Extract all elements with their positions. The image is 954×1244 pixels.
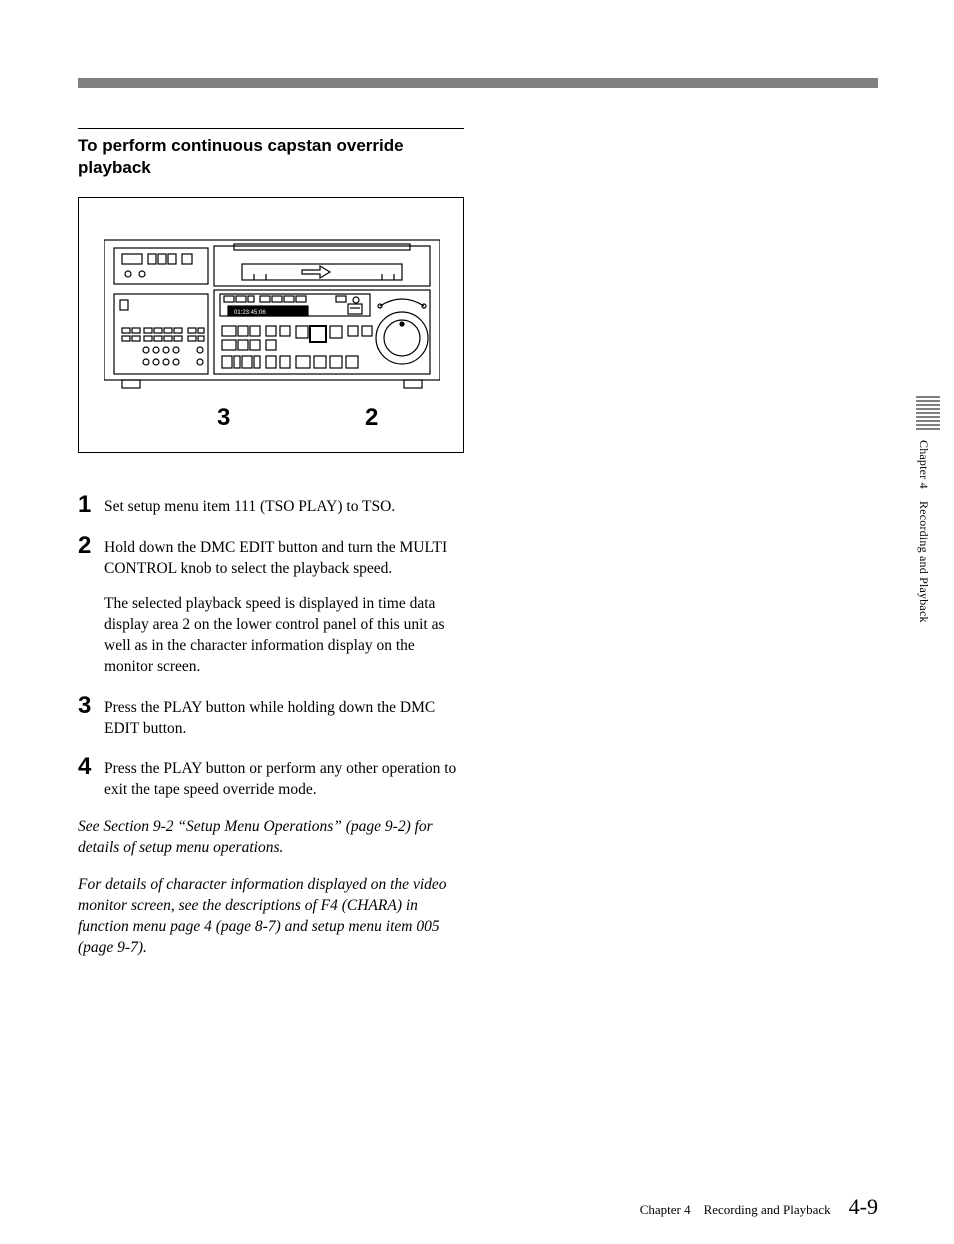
step-3: 3 Press the PLAY button while holding do…	[78, 694, 464, 740]
side-chapter-label: Chapter 4 Recording and Playback	[916, 440, 931, 623]
timecode-text: 01:23:45:06	[234, 310, 266, 316]
reference-note: See Section 9-2 “Setup Menu Operations” …	[78, 817, 464, 859]
main-column: To perform continuous capstan override p…	[78, 128, 464, 959]
step-body: Set setup menu item 111 (TSO PLAY) to TS…	[104, 493, 395, 518]
header-rule	[78, 78, 878, 88]
step-text: Set setup menu item 111 (TSO PLAY) to TS…	[104, 497, 395, 518]
step-2: 2 Hold down the DMC EDIT button and turn…	[78, 534, 464, 678]
footer-chapter: Chapter 4 Recording and Playback	[640, 1202, 831, 1218]
step-number: 3	[78, 694, 104, 718]
step-4: 4 Press the PLAY button or perform any o…	[78, 755, 464, 801]
step-number: 4	[78, 755, 104, 779]
step-number: 1	[78, 493, 104, 517]
thumb-index-icon	[916, 396, 940, 430]
step-body: Press the PLAY button while holding down…	[104, 694, 464, 740]
device-figure: 01:23:45:06 3 2	[78, 197, 464, 453]
device-illustration: 01:23:45:06	[104, 230, 440, 390]
title-rule	[78, 128, 464, 129]
figure-callout-2: 2	[365, 404, 378, 432]
step-body: Press the PLAY button or perform any oth…	[104, 755, 464, 801]
figure-callout-3: 3	[217, 404, 230, 432]
step-body: Hold down the DMC EDIT button and turn t…	[104, 534, 464, 678]
step-number: 2	[78, 534, 104, 558]
steps-list: 1 Set setup menu item 111 (TSO PLAY) to …	[78, 493, 464, 801]
step-text: Hold down the DMC EDIT button and turn t…	[104, 538, 464, 580]
step-text: The selected playback speed is displayed…	[104, 594, 464, 678]
step-text: Press the PLAY button while holding down…	[104, 698, 464, 740]
section-title: To perform continuous capstan override p…	[78, 135, 464, 179]
step-text: Press the PLAY button or perform any oth…	[104, 759, 464, 801]
side-tab: Chapter 4 Recording and Playback	[916, 396, 940, 646]
page-footer: Chapter 4 Recording and Playback 4-9	[640, 1194, 878, 1220]
step-1: 1 Set setup menu item 111 (TSO PLAY) to …	[78, 493, 464, 518]
reference-note: For details of character information dis…	[78, 875, 464, 959]
page-number: 4-9	[849, 1194, 878, 1220]
